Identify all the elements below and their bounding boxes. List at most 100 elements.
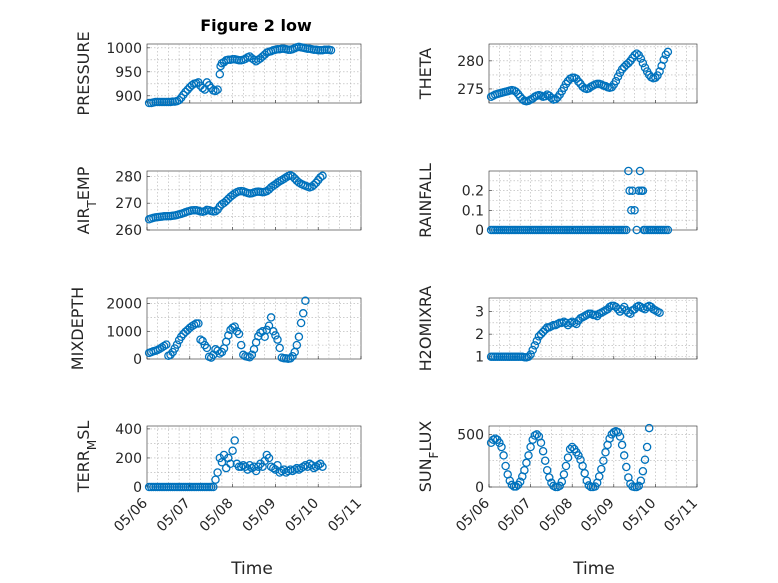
data-point [574, 77, 583, 86]
y-tick-label: 1000 [106, 324, 142, 340]
figure-title: Figure 2 low [200, 16, 312, 35]
data-point [301, 296, 310, 306]
data-point [286, 354, 295, 363]
data-point [269, 327, 278, 336]
panel-h2omixra: 1 2 3 H2OMIXRA [416, 286, 698, 371]
y-tick-label: 260 [115, 223, 142, 239]
data-point [273, 460, 282, 470]
y-tick-label: 0 [133, 352, 142, 368]
y-axis-label: MIXDEPTH [68, 287, 87, 370]
data-point [234, 329, 244, 339]
data-point [653, 71, 662, 80]
data-point [202, 343, 212, 353]
data-point [260, 456, 269, 466]
data-point [196, 335, 205, 344]
data-point [236, 340, 246, 350]
data-point [630, 206, 639, 215]
data-point [524, 352, 533, 361]
data-point [663, 225, 673, 235]
y-tick-label: 0.1 [462, 203, 484, 219]
data-point [311, 462, 321, 471]
data-point [275, 343, 284, 353]
data-point [241, 54, 250, 64]
data-point [522, 458, 531, 468]
data-point [269, 463, 278, 473]
data-point [294, 465, 304, 474]
data-point [638, 58, 648, 68]
data-point [213, 85, 222, 94]
data-point [159, 341, 169, 351]
y-tick-label: 400 [115, 422, 142, 438]
data-point [636, 476, 646, 485]
data-point [228, 190, 237, 200]
data-point [534, 332, 544, 341]
panel-mixdepth: 0 1000 2000 MIXDEPTH [68, 287, 362, 370]
data-point [655, 67, 664, 76]
data-point [505, 476, 515, 485]
data-point [258, 462, 267, 471]
data-point [251, 57, 261, 66]
data-point [211, 86, 220, 96]
data-point [540, 325, 550, 334]
data-point [536, 438, 546, 448]
data-point [584, 481, 594, 490]
data-point [511, 482, 521, 491]
data-point [281, 173, 291, 182]
data-point [309, 463, 319, 473]
data-point [601, 448, 610, 457]
data-point [230, 322, 239, 331]
data-point [638, 466, 648, 476]
data-point [547, 93, 556, 103]
panel-air-temp: 260 270 280 AIRTEMP [74, 166, 362, 239]
data-point [264, 453, 274, 463]
panel-pressure: 900 950 1000 PRESSURE [74, 31, 362, 116]
data-point [507, 480, 517, 490]
y-axis-label: PRESSURE [74, 31, 93, 115]
y-tick-label: 280 [457, 54, 484, 70]
x-axis-label-right: Time [572, 559, 615, 579]
data-point [258, 327, 267, 336]
data-point [578, 461, 587, 471]
data-point [624, 58, 633, 68]
data-point [215, 69, 225, 79]
data-point [318, 171, 327, 181]
data-point [499, 451, 508, 460]
y-axis-label: RAINFALL [416, 163, 435, 238]
data-point [266, 313, 276, 322]
data-point [166, 350, 175, 360]
data-point [275, 468, 284, 477]
data-point [563, 453, 573, 462]
data-point [536, 329, 546, 339]
y-tick-label: 0 [475, 223, 484, 239]
data-point [520, 465, 529, 475]
data-point [194, 319, 203, 328]
y-axis-label: SUNFLUX [416, 421, 441, 493]
data-point [174, 95, 184, 105]
data-point [635, 166, 645, 176]
data-point [526, 350, 535, 359]
y-tick-label: 270 [115, 196, 142, 212]
data-point [597, 464, 606, 474]
data-point [622, 462, 631, 472]
data-point [584, 84, 594, 93]
data-point [162, 340, 171, 349]
data-point [530, 341, 540, 350]
data-point [619, 451, 629, 460]
data-point [642, 442, 652, 452]
data-point [511, 87, 521, 97]
data-point [622, 225, 631, 235]
data-point [559, 470, 569, 479]
data-point [617, 440, 627, 450]
data-point [209, 482, 218, 492]
data-point [651, 73, 660, 82]
data-point [615, 432, 625, 441]
data-point [628, 186, 637, 195]
data-point [655, 308, 664, 317]
data-point [245, 353, 254, 362]
y-tick-label: 0 [475, 480, 484, 496]
data-point [528, 345, 537, 355]
data-point [273, 178, 282, 188]
axes-box [146, 297, 362, 360]
data-point [538, 446, 548, 456]
data-point [634, 186, 644, 195]
